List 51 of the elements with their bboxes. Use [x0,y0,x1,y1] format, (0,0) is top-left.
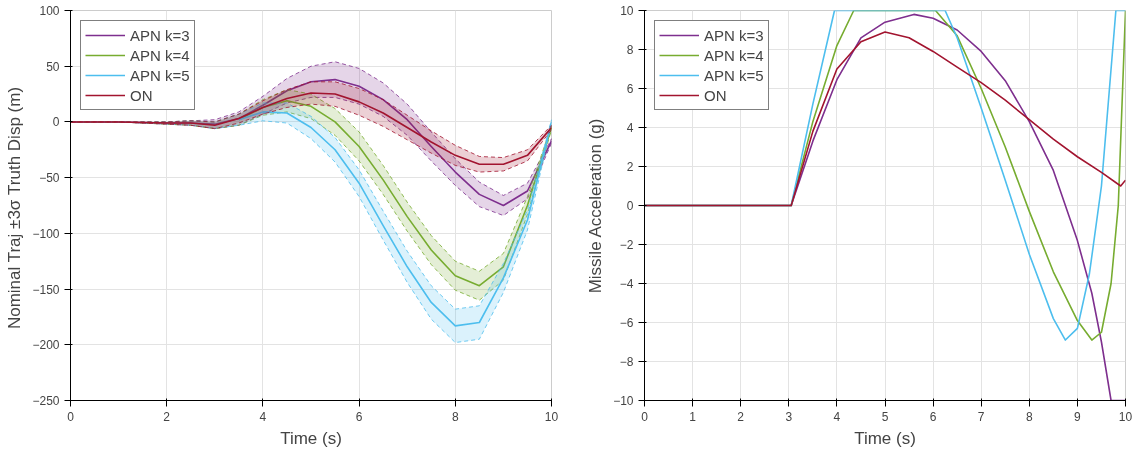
y-tick-label: −150 [32,282,60,297]
x-tick-label: 2 [163,409,171,424]
y-tick-label: 10 [620,4,634,18]
legend-label: APN k=5 [130,66,190,84]
y-tick-label: 50 [46,59,60,74]
x-tick-label: 10 [1118,409,1133,424]
y-tick-label: −8 [619,355,634,369]
y-tick-label: −2 [619,238,634,252]
y-tick-label: −10 [613,394,634,408]
x-tick-label: 10 [544,409,559,424]
x-tick-label: 3 [785,409,793,424]
y-tick-label: 6 [626,82,634,96]
y-tick-label: −4 [619,277,634,291]
y-tick-label: 2 [626,160,634,174]
x-tick-label: 9 [1074,409,1082,424]
y-tick-label: 4 [626,121,634,135]
legend-label: APN k=3 [704,26,764,44]
x-tick-label: 6 [355,409,363,424]
line-series [644,31,1126,207]
y-axis-title: Nominal Traj ±3σ Truth Disp (m) [5,86,25,330]
x-tick-label: 4 [833,409,841,424]
line-series [238,111,552,327]
x-tick-label: 6 [929,409,937,424]
x-tick-label: 0 [641,409,649,424]
legend-label: APN k=5 [704,66,764,84]
y-tick-label: −100 [32,226,60,241]
legend-label: ON [704,86,727,104]
y-tick-label: −250 [32,394,60,408]
legend-label: APN k=4 [130,46,190,64]
y-axis-title: Missile Acceleration (g) [586,118,606,294]
y-tick-label: 0 [626,199,634,213]
x-tick-label: 0 [67,409,75,424]
x-axis-title: Time (s) [280,428,342,448]
x-tick-label: 5 [881,409,889,424]
y-tick-label: 100 [39,4,60,18]
x-tick-label: 8 [1025,409,1033,424]
y-tick-label: −50 [39,171,60,186]
legend-label: ON [130,86,153,104]
legend-label: APN k=3 [130,26,190,44]
x-tick-label: 4 [259,409,267,424]
y-tick-label: −6 [619,316,634,330]
x-tick-label: 2 [737,409,745,424]
y-tick-label: 0 [52,115,60,130]
y-tick-label: −200 [32,338,60,353]
x-tick-label: 1 [689,409,697,424]
line-series [70,92,552,166]
y-tick-label: 8 [626,43,634,57]
x-tick-label: 7 [977,409,985,424]
x-tick-label: 8 [451,409,459,424]
x-axis-title: Time (s) [854,428,916,448]
legend-label: APN k=4 [704,46,764,64]
